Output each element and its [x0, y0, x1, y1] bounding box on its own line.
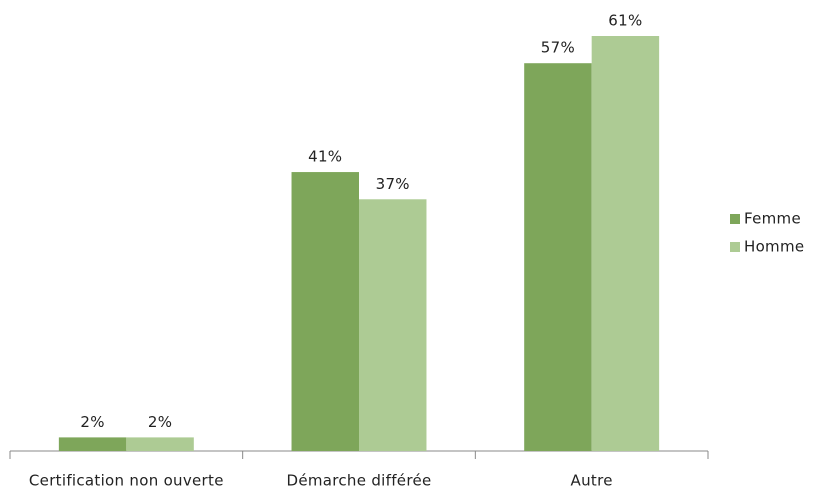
bar — [58, 437, 127, 451]
bar — [291, 172, 359, 452]
legend-swatch — [730, 214, 740, 224]
bar — [126, 437, 194, 451]
bar — [359, 199, 427, 451]
data-label: 57% — [541, 39, 575, 57]
legend-swatch — [730, 242, 740, 252]
x-tick-label: Certification non ouverte — [29, 472, 224, 490]
bar — [591, 36, 660, 451]
data-label: 41% — [308, 148, 342, 166]
data-label: 2% — [148, 413, 172, 431]
x-tick-label: Autre — [571, 472, 613, 490]
data-label: 61% — [608, 12, 642, 30]
bar — [524, 63, 592, 452]
legend-label: Homme — [744, 238, 804, 256]
data-label: 2% — [80, 413, 104, 431]
data-label: 37% — [376, 175, 410, 193]
legend-label: Femme — [744, 210, 801, 228]
x-tick-label: Démarche différée — [286, 472, 431, 490]
